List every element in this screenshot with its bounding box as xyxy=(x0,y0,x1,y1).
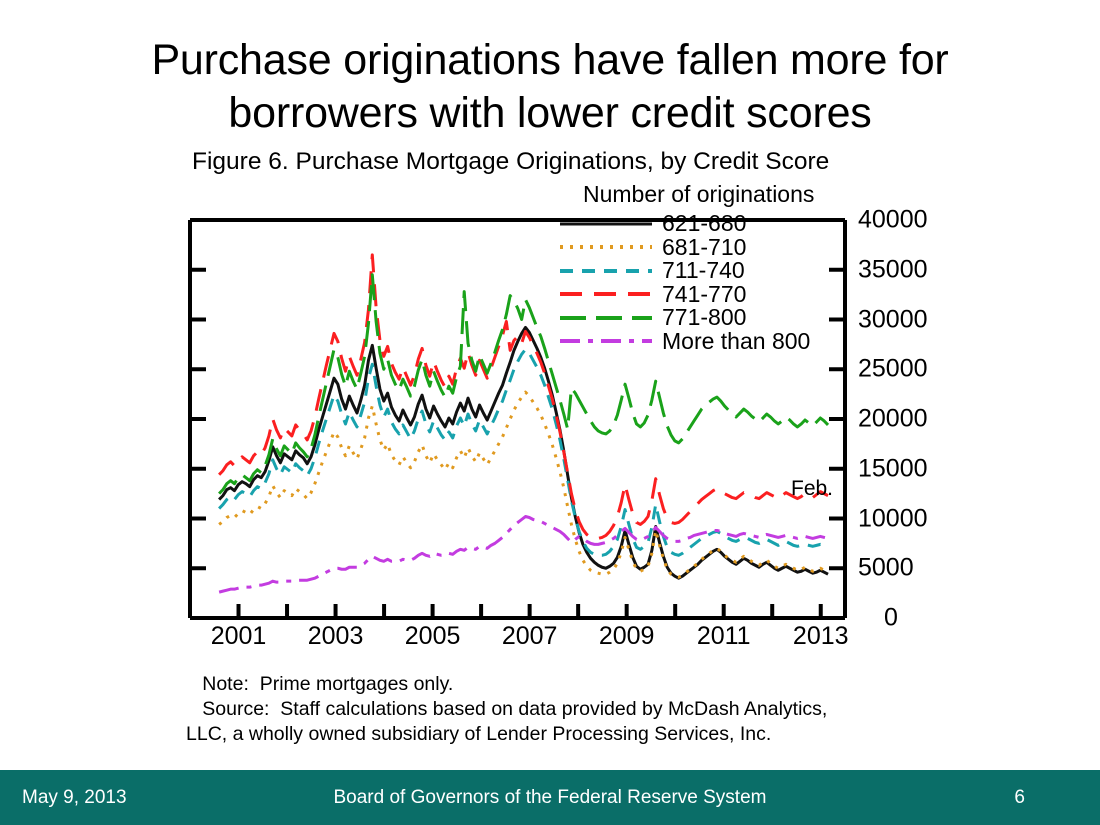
legend-swatch-icon xyxy=(560,240,652,254)
figure-heading: Figure 6. Purchase Mortgage Originations… xyxy=(192,148,830,175)
page-title: Purchase originations have fallen more f… xyxy=(90,34,1010,140)
y-tick-label: 25000 xyxy=(858,354,928,383)
footer-page-number: 6 xyxy=(1014,786,1025,808)
legend-swatch-icon xyxy=(560,334,652,348)
series-line-1 xyxy=(218,390,829,579)
legend-swatch-icon xyxy=(560,264,652,278)
x-tick-label: 2005 xyxy=(404,622,461,650)
source-line-2: LLC, a wholly owned subsidiary of Lender… xyxy=(186,723,772,745)
footer-date: May 9, 2013 xyxy=(22,786,127,808)
legend-item-0[interactable]: 621-680 xyxy=(560,210,850,236)
legend-swatch-icon xyxy=(560,287,652,301)
y-tick-label: 5000 xyxy=(858,553,914,582)
y-tick-label: 35000 xyxy=(858,255,928,284)
series-line-0 xyxy=(218,325,829,580)
legend-item-5[interactable]: More than 800 xyxy=(560,327,850,354)
legend-label: 741-770 xyxy=(662,280,747,307)
x-tick-label: 2001 xyxy=(210,622,267,650)
series-line-5 xyxy=(218,515,829,594)
legend-item-1[interactable]: 681-710 xyxy=(560,233,850,260)
series-line-2 xyxy=(218,347,829,557)
y-tick-label: 10000 xyxy=(858,504,928,532)
axis-units-label: Number of originations xyxy=(583,181,815,207)
y-tick-label: 40000 xyxy=(858,205,928,234)
y-tick-label: 15000 xyxy=(858,454,928,483)
legend-item-4[interactable]: 771-800 xyxy=(560,304,850,330)
legend-item-2[interactable]: 711-740 xyxy=(560,257,850,283)
legend-label: More than 800 xyxy=(662,327,811,354)
legend-item-3[interactable]: 741-770 xyxy=(560,280,850,307)
x-tick-label: 2003 xyxy=(307,622,364,650)
chart-legend: 621-680 681-710 711-740 741-770 771-800 More … xyxy=(560,210,850,354)
x-tick-label: 2013 xyxy=(792,622,849,650)
y-tick-label: 0 xyxy=(884,603,898,632)
footer-organization: Board of Governors of the Federal Reserv… xyxy=(333,786,767,808)
note-line: Note: Prime mortgages only. xyxy=(186,673,454,695)
legend-label: 771-800 xyxy=(662,304,747,330)
x-tick-label: 2007 xyxy=(501,622,558,650)
x-tick-label: 2009 xyxy=(598,622,655,650)
legend-label: 621-680 xyxy=(662,210,747,236)
legend-swatch-icon xyxy=(560,311,652,325)
page-title-line-2: borrowers with lower credit scores xyxy=(228,89,872,137)
y-tick-label: 30000 xyxy=(858,305,928,333)
legend-swatch-icon xyxy=(560,217,652,231)
legend-label: 681-710 xyxy=(662,233,747,260)
footer-banner: May 9, 2013 Board of Governors of the Fe… xyxy=(0,770,1100,825)
y-tick-label: 20000 xyxy=(858,404,928,433)
figure-notes: Note: Prime mortgages only. Source: Staf… xyxy=(186,672,986,747)
source-line-1: Source: Staff calculations based on data… xyxy=(186,698,828,720)
x-tick-label: 2011 xyxy=(696,622,751,650)
page-title-line-1: Purchase originations have fallen more f… xyxy=(151,36,949,84)
feb-annotation: Feb. xyxy=(791,477,834,500)
legend-label: 711-740 xyxy=(662,257,745,283)
